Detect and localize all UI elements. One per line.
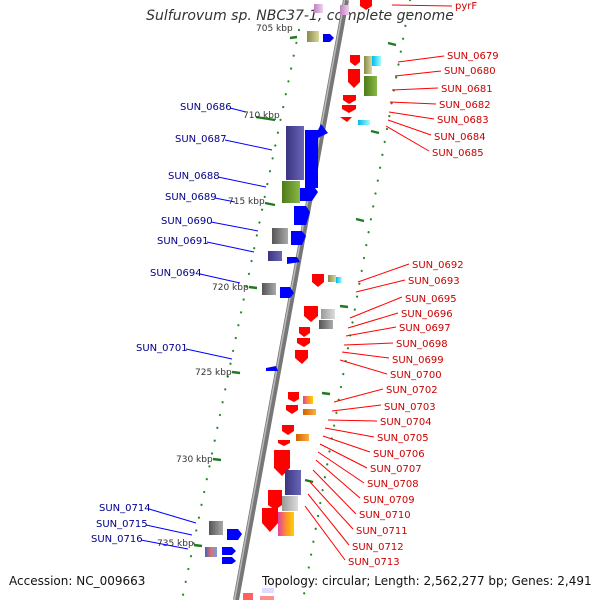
kbp-label: 730 kbp [176,455,213,465]
gene-SUN_0705[interactable]: SUN_0705 [324,427,429,444]
svg-text:SUN_0715: SUN_0715 [96,519,148,530]
gene-SUN_0695[interactable]: SUN_0695 [349,294,457,319]
svg-text:SUN_0712: SUN_0712 [352,542,404,553]
svg-text:SUN_0684: SUN_0684 [434,132,486,143]
svg-text:SUN_0706: SUN_0706 [373,449,425,460]
topology-label: Topology: circular; Length: 2,562,277 bp… [262,574,592,588]
gene-SUN_0686[interactable]: SUN_0686 [180,102,247,113]
svg-text:SUN_0699: SUN_0699 [392,355,444,366]
svg-text:SUN_0704: SUN_0704 [380,417,432,428]
genome-backbone [233,0,349,600]
svg-text:SUN_0711: SUN_0711 [356,526,408,537]
gene-SUN_0680[interactable]: SUN_0680 [394,66,496,77]
reverse-gene-labels: SUN_0679 SUN_0680 SUN_0681 SUN_0682 SUN_… [304,51,499,568]
gene-SUN_0714[interactable]: SUN_0714 [99,503,197,524]
forward-gene-labels: SUN_0686 SUN_0687 SUN_0688 SUN_0689 SUN_… [91,102,273,550]
kbp-ticks [193,35,397,548]
gene-SUN_0709[interactable]: SUN_0709 [315,459,415,506]
svg-text:SUN_0702: SUN_0702 [386,385,438,396]
svg-text:SUN_0697: SUN_0697 [399,323,451,334]
gene-SUN_0692[interactable]: SUN_0692 [357,260,464,283]
gene-SUN_0706[interactable]: SUN_0706 [322,435,425,460]
gene-SUN_0713[interactable]: SUN_0713 [304,505,400,568]
gene-SUN_0685[interactable]: SUN_0685 [385,125,484,159]
svg-text:SUN_0680: SUN_0680 [444,66,496,77]
gene-SUN_0682[interactable]: SUN_0682 [389,100,491,111]
gene-SUN_0697[interactable]: SUN_0697 [345,323,451,337]
svg-text:SUN_0694: SUN_0694 [150,268,202,279]
svg-text:SUN_0707: SUN_0707 [370,464,422,475]
svg-text:SUN_0698: SUN_0698 [396,339,448,350]
gene-label: pyrF [455,1,477,12]
svg-text:SUN_0693: SUN_0693 [408,276,460,287]
accession-label: Accession: NC_009663 [9,574,146,588]
gene-SUN_0696[interactable]: SUN_0696 [347,309,453,329]
gene-SUN_0681[interactable]: SUN_0681 [391,84,493,95]
kbp-label: 710 kbp [243,111,280,121]
gene-SUN_0690[interactable]: SUN_0690 [161,216,259,232]
gene-SUN_0708[interactable]: SUN_0708 [317,451,419,490]
svg-text:SUN_0703: SUN_0703 [384,402,436,413]
gene-SUN_0688[interactable]: SUN_0688 [168,171,267,188]
gene-SUN_0712[interactable]: SUN_0712 [307,493,404,553]
gene-SUN_0716[interactable]: SUN_0716 [91,534,189,550]
gene-SUN_0715[interactable]: SUN_0715 [96,519,193,536]
svg-text:SUN_0690: SUN_0690 [161,216,213,227]
dotted-guides [180,0,412,600]
svg-text:SUN_0691: SUN_0691 [157,236,209,247]
svg-text:SUN_0689: SUN_0689 [165,192,217,203]
svg-text:SUN_0679: SUN_0679 [447,51,499,62]
svg-text:SUN_0701: SUN_0701 [136,343,188,354]
gene-SUN_0683[interactable]: SUN_0683 [388,111,489,126]
gene-SUN_0711[interactable]: SUN_0711 [309,481,408,537]
kbp-tick-labels: 705 kbp 710 kbp 715 kbp 720 kbp 725 kbp … [157,24,293,549]
svg-text:SUN_0709: SUN_0709 [363,495,415,506]
gene-SUN_0699[interactable]: SUN_0699 [341,351,444,366]
svg-text:SUN_0713: SUN_0713 [348,557,400,568]
kbp-label: 735 kbp [157,539,194,549]
kbp-label: 725 kbp [195,368,232,378]
svg-text:SUN_0685: SUN_0685 [432,148,484,159]
svg-text:SUN_0705: SUN_0705 [377,433,429,444]
gene-SUN_0701[interactable]: SUN_0701 [136,343,233,360]
svg-text:SUN_0696: SUN_0696 [401,309,453,320]
kbp-label: 705 kbp [256,24,293,34]
gene-SUN_0693[interactable]: SUN_0693 [355,276,460,293]
gene-SUN_0679[interactable]: SUN_0679 [397,51,499,63]
svg-text:SUN_0700: SUN_0700 [390,370,442,381]
gene-SUN_0703[interactable]: SUN_0703 [331,402,436,413]
svg-text:SUN_0682: SUN_0682 [439,100,491,111]
gene-SUN_0687[interactable]: SUN_0687 [175,134,273,151]
svg-text:SUN_0692: SUN_0692 [412,260,464,271]
svg-text:SUN_0716: SUN_0716 [91,534,143,545]
svg-text:SUN_0681: SUN_0681 [441,84,493,95]
gene-SUN_0684[interactable]: SUN_0684 [387,119,486,143]
svg-text:SUN_0687: SUN_0687 [175,134,227,145]
kbp-label: 715 kbp [228,197,265,207]
gene-SUN_0689[interactable]: SUN_0689 [165,192,236,203]
gene-SUN_0707[interactable]: SUN_0707 [319,443,422,475]
gene-SUN_0702[interactable]: SUN_0702 [333,385,438,403]
svg-text:SUN_0714: SUN_0714 [99,503,151,514]
map-title: Sulfurovum sp. NBC37-1, complete genome [146,8,454,24]
svg-text:SUN_0683: SUN_0683 [437,115,489,126]
svg-text:SUN_0695: SUN_0695 [405,294,457,305]
svg-text:SUN_0686: SUN_0686 [180,102,232,113]
gene-SUN_0698[interactable]: SUN_0698 [343,339,448,350]
gene-SUN_0700[interactable]: SUN_0700 [339,359,442,381]
svg-text:SUN_0688: SUN_0688 [168,171,220,182]
gene-pyrF[interactable]: pyrF [314,0,477,15]
gene-SUN_0710[interactable]: SUN_0710 [312,469,411,521]
gene-SUN_0694[interactable]: SUN_0694 [150,268,241,284]
svg-text:SUN_0710: SUN_0710 [359,510,411,521]
gene-SUN_0704[interactable]: SUN_0704 [327,417,432,428]
gene-SUN_0691[interactable]: SUN_0691 [157,236,255,253]
kbp-label: 720 kbp [212,283,249,293]
reverse-gene-glyphs [243,55,381,600]
svg-text:SUN_0708: SUN_0708 [367,479,419,490]
